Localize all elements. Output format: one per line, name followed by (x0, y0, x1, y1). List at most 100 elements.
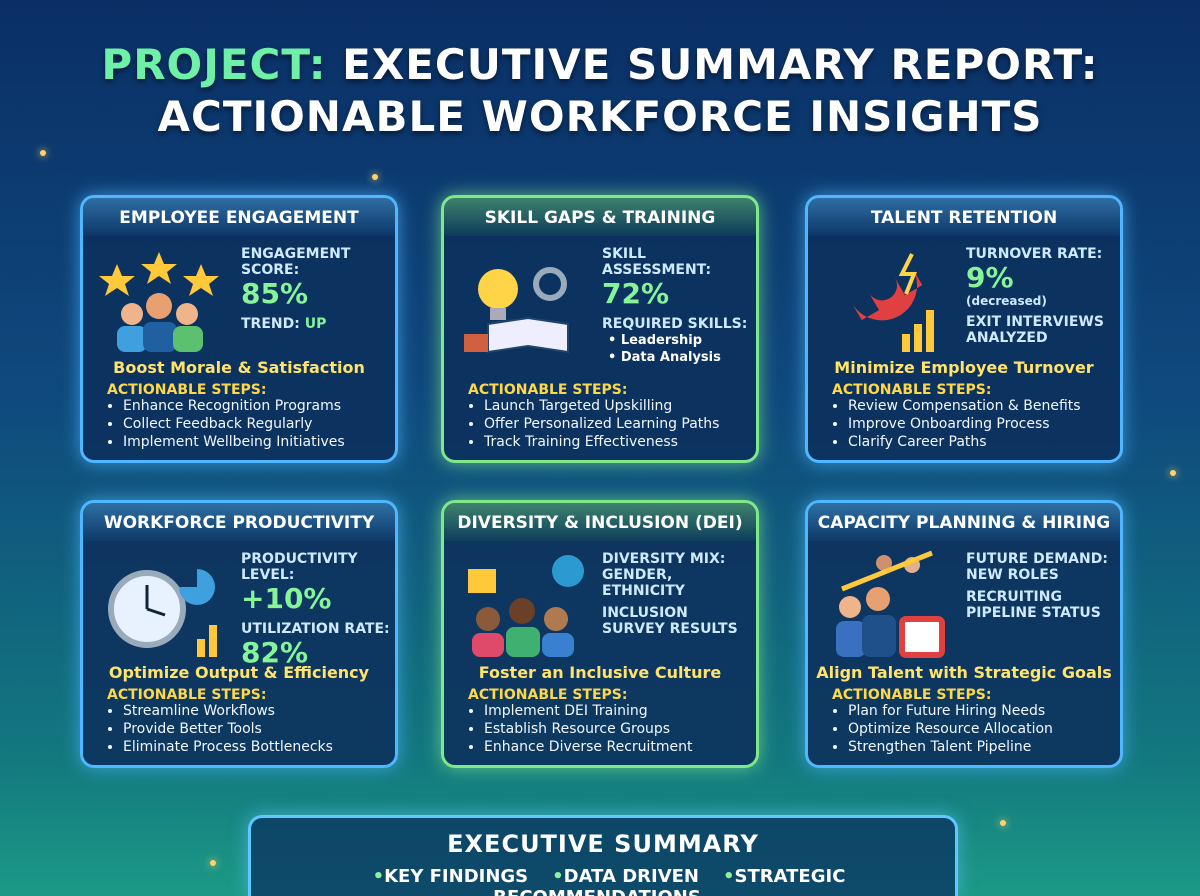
steps-list: Streamline WorkflowsProvide Better Tools… (107, 702, 333, 756)
title-line-2: ACTIONABLE WORKFORCE INSIGHTS (157, 92, 1043, 141)
second-label-text: TREND: (241, 316, 300, 332)
metric-label: PRODUCTIVITY LEVEL: (241, 551, 358, 583)
metrics: PRODUCTIVITY LEVEL: +10% UTILIZATION RATE:… (241, 551, 391, 669)
metric-label: SKILL ASSESSMENT: (602, 246, 712, 278)
step: Clarify Career Paths (848, 433, 1081, 451)
metric-value: +10% (241, 582, 332, 615)
metric-value: 9% (966, 261, 1014, 294)
footer-item: KEY FINDINGS (373, 866, 529, 887)
second-label: REQUIRED SKILLS: (602, 316, 752, 332)
headline: Align Talent with Strategic Goals (816, 663, 1112, 682)
card-icon (851, 253, 934, 352)
metrics: TURNOVER RATE: 9% (decreased) EXIT INTERVIE… (966, 246, 1116, 346)
second-label: INCLUSION SURVEY RESULTS (602, 605, 752, 637)
headline: Optimize Output & Efficiency (108, 663, 370, 682)
metrics: DIVERSITY MIX: GENDER, ETHNICITY INCLUSIO… (602, 551, 752, 637)
second-label-text: UTILIZATION RATE: (241, 621, 390, 637)
card: SKILL GAPS & TRAINING SKILL ASSESSMENT: 72… (441, 195, 759, 463)
steps-label: ACTIONABLE STEPS: (468, 687, 628, 703)
card-icon (464, 267, 569, 354)
step: Plan for Future Hiring Needs (848, 702, 1053, 720)
card-title: WORKFORCE PRODUCTIVITY (83, 503, 395, 541)
title-line-1: PROJECT: EXECUTIVE SUMMARY REPORT: (0, 40, 1200, 89)
headline: Minimize Employee Turnover (834, 358, 1094, 377)
step: Implement Wellbeing Initiatives (123, 433, 345, 451)
card-title: SKILL GAPS & TRAINING (444, 198, 756, 236)
card: WORKFORCE PRODUCTIVITY PRODUCTIVITY LEVEL… (80, 500, 398, 768)
second-label: EXIT INTERVIEWS ANALYZED (966, 314, 1116, 346)
footer-title: EXECUTIVE SUMMARY (447, 830, 759, 858)
second-label-text: RECRUITING PIPELINE STATUS (966, 589, 1101, 621)
second-label: TREND: UP (241, 316, 391, 332)
title-rest: EXECUTIVE SUMMARY REPORT: (342, 40, 1099, 89)
step: Implement DEI Training (484, 702, 693, 720)
step: Offer Personalized Learning Paths (484, 415, 719, 433)
metrics: ENGAGEMENT SCORE: 85% TREND: UP (241, 246, 391, 332)
sparkle (1170, 470, 1176, 476)
steps-list: Implement DEI TrainingEstablish Resource… (468, 702, 693, 756)
card-title: EMPLOYEE ENGAGEMENT (83, 198, 395, 236)
title-prefix: PROJECT: (101, 40, 327, 89)
card-icon (108, 569, 217, 657)
steps-list: Launch Targeted UpskillingOffer Personal… (468, 397, 719, 451)
metric-label: DIVERSITY MIX: GENDER, ETHNICITY (602, 551, 726, 599)
card: EMPLOYEE ENGAGEMENT ENGAGEMENT SCORE: 85% T… (80, 195, 398, 463)
metric-label: FUTURE DEMAND: NEW ROLES (966, 551, 1108, 583)
step: Collect Feedback Regularly (123, 415, 345, 433)
metrics: SKILL ASSESSMENT: 72% REQUIRED SKILLS: • Le… (602, 246, 752, 366)
second-label: UTILIZATION RATE: (241, 621, 391, 637)
step: Enhance Recognition Programs (123, 397, 345, 415)
footer: EXECUTIVE SUMMARY KEY FINDINGS DATA DRIVE… (248, 815, 958, 896)
card-icon (836, 550, 945, 658)
sparkle (1000, 820, 1006, 826)
step: Improve Onboarding Process (848, 415, 1081, 433)
second-label-text: REQUIRED SKILLS: (602, 316, 748, 332)
steps-label: ACTIONABLE STEPS: (832, 687, 992, 703)
second-label-text: EXIT INTERVIEWS ANALYZED (966, 314, 1104, 346)
metric-label: TURNOVER RATE: (966, 246, 1103, 262)
steps-list: Review Compensation & BenefitsImprove On… (832, 397, 1081, 451)
headline: Boost Morale & Satisfaction (113, 358, 365, 377)
step: Track Training Effectiveness (484, 433, 719, 451)
steps-label: ACTIONABLE STEPS: (107, 687, 267, 703)
card: TALENT RETENTION TURNOVER RATE: 9% (decreas… (805, 195, 1123, 463)
footer-item: DATA DRIVEN (552, 866, 699, 887)
steps-label: ACTIONABLE STEPS: (107, 382, 267, 398)
step: Launch Targeted Upskilling (484, 397, 719, 415)
steps-label: ACTIONABLE STEPS: (468, 382, 628, 398)
second-label: RECRUITING PIPELINE STATUS (966, 589, 1116, 621)
metric-value: 72% (602, 277, 670, 310)
card-title: CAPACITY PLANNING & HIRING (808, 503, 1120, 541)
second-value: UP (304, 316, 327, 332)
skill: • Leadership (608, 333, 702, 348)
steps-label: ACTIONABLE STEPS: (832, 382, 992, 398)
sparkle (40, 150, 46, 156)
step: Streamline Workflows (123, 702, 333, 720)
step: Provide Better Tools (123, 720, 333, 738)
second-label-text: INCLUSION SURVEY RESULTS (602, 605, 738, 637)
step: Review Compensation & Benefits (848, 397, 1081, 415)
skill: • Data Analysis (608, 350, 721, 365)
card: DIVERSITY & INCLUSION (DEI) DIVERSITY MIX… (441, 500, 759, 768)
step: Strengthen Talent Pipeline (848, 738, 1053, 756)
metric-label: ENGAGEMENT SCORE: (241, 246, 351, 278)
metrics: FUTURE DEMAND: NEW ROLES RECRUITING PIPEL… (966, 551, 1116, 621)
steps-list: Enhance Recognition ProgramsCollect Feed… (107, 397, 345, 451)
metric-note: (decreased) (966, 294, 1047, 308)
card-title: DIVERSITY & INCLUSION (DEI) (444, 503, 756, 541)
footer-items: KEY FINDINGSDATA DRIVENSTRATEGIC RECOMME… (251, 866, 955, 896)
second-value: 82% (241, 636, 309, 669)
step: Establish Resource Groups (484, 720, 693, 738)
headline: Foster an Inclusive Culture (478, 663, 722, 682)
card-icon (468, 555, 584, 657)
step: Enhance Diverse Recruitment (484, 738, 693, 756)
sparkle (372, 174, 378, 180)
step: Eliminate Process Bottlenecks (123, 738, 333, 756)
card: CAPACITY PLANNING & HIRING FUTURE DEMAND:… (805, 500, 1123, 768)
card-icon (99, 252, 219, 352)
step: Optimize Resource Allocation (848, 720, 1053, 738)
metric-value: 85% (241, 277, 309, 310)
sparkle (210, 860, 216, 866)
steps-list: Plan for Future Hiring NeedsOptimize Res… (832, 702, 1053, 756)
